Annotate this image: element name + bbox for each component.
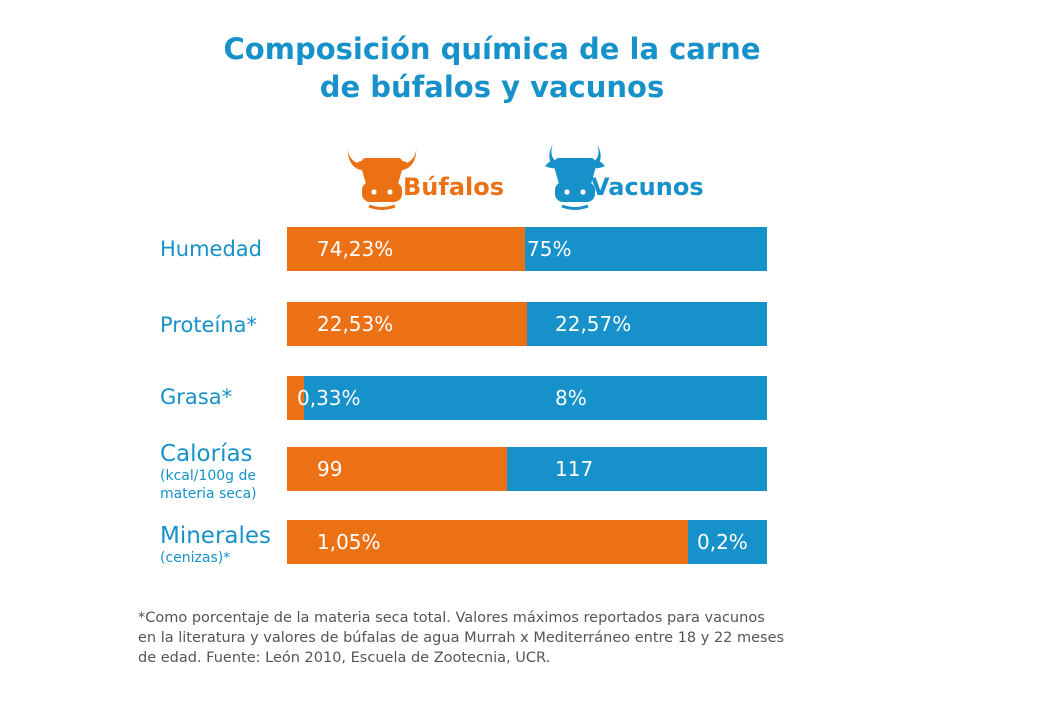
value-label-vacunos: 0,2% [697, 530, 748, 554]
value-label-vacunos: 75% [527, 237, 572, 261]
bull-head-icon [347, 144, 417, 210]
bar-vacunos [527, 302, 767, 346]
bar-bufalos [287, 302, 527, 346]
value-label-bufalos: 22,53% [317, 312, 394, 336]
value-label-bufalos: 99 [317, 457, 343, 481]
bar-bufalos [287, 520, 688, 564]
bar-vacunos [688, 520, 767, 564]
category-label-minerales: Minerales (cenizas)* [160, 523, 272, 566]
value-label-vacunos: 8% [555, 386, 587, 410]
legend-label-bufalos: Búfalos [403, 173, 505, 201]
legend-label-vacunos: Vacunos [591, 173, 704, 201]
bar-bufalos [287, 376, 304, 420]
bar-row-0: 74,23% 75% [287, 227, 767, 271]
footnote-line-2: en la literatura y valores de búfalas de… [138, 630, 785, 646]
footnote-line-3: de edad. Fuente: León 2010, Escuela de Z… [138, 650, 551, 666]
bull-head-icon [545, 144, 605, 210]
chart-title: Composición química de la carne de búfal… [0, 30, 984, 106]
value-label-vacunos: 22,57% [555, 312, 632, 336]
bar-vacunos [525, 227, 767, 271]
footnote-line-1: *Como porcentaje de la materia seca tota… [138, 610, 765, 626]
category-label-humedad: Humedad [160, 237, 263, 261]
legend-item-vacunos: Vacunos [537, 140, 707, 210]
bar-row-4: 1,05% 0,2% [287, 520, 767, 564]
footnote: *Como porcentaje de la materia seca tota… [138, 608, 858, 668]
category-sublabel-minerales: (cenizas)* [160, 550, 231, 566]
category-sublabel-calorias: (kcal/100g de materia seca) [160, 468, 257, 502]
legend-item-bufalos: Búfalos [344, 140, 514, 210]
value-label-bufalos: 1,05% [317, 530, 381, 554]
bar-vacunos [304, 376, 767, 420]
bar-row-3: 99 117 [287, 447, 767, 491]
bar-row-2: 0,33% 8% [287, 376, 767, 420]
category-label-grasa: Grasa* [160, 385, 233, 409]
category-label-proteina: Proteína* [160, 313, 257, 337]
bar-vacunos [507, 447, 767, 491]
value-label-bufalos: 0,33% [297, 386, 361, 410]
bar-row-1: 22,53% 22,57% [287, 302, 767, 346]
value-label-bufalos: 74,23% [317, 237, 394, 261]
chart-title-line-2: de búfalos y vacunos [319, 70, 665, 104]
chart-title-line-1: Composición química de la carne [223, 32, 761, 66]
bar-bufalos [287, 227, 525, 271]
value-label-vacunos: 117 [555, 457, 594, 481]
category-label-calorias: Calorías (kcal/100g de materia seca) [160, 441, 280, 503]
bar-bufalos [287, 447, 507, 491]
